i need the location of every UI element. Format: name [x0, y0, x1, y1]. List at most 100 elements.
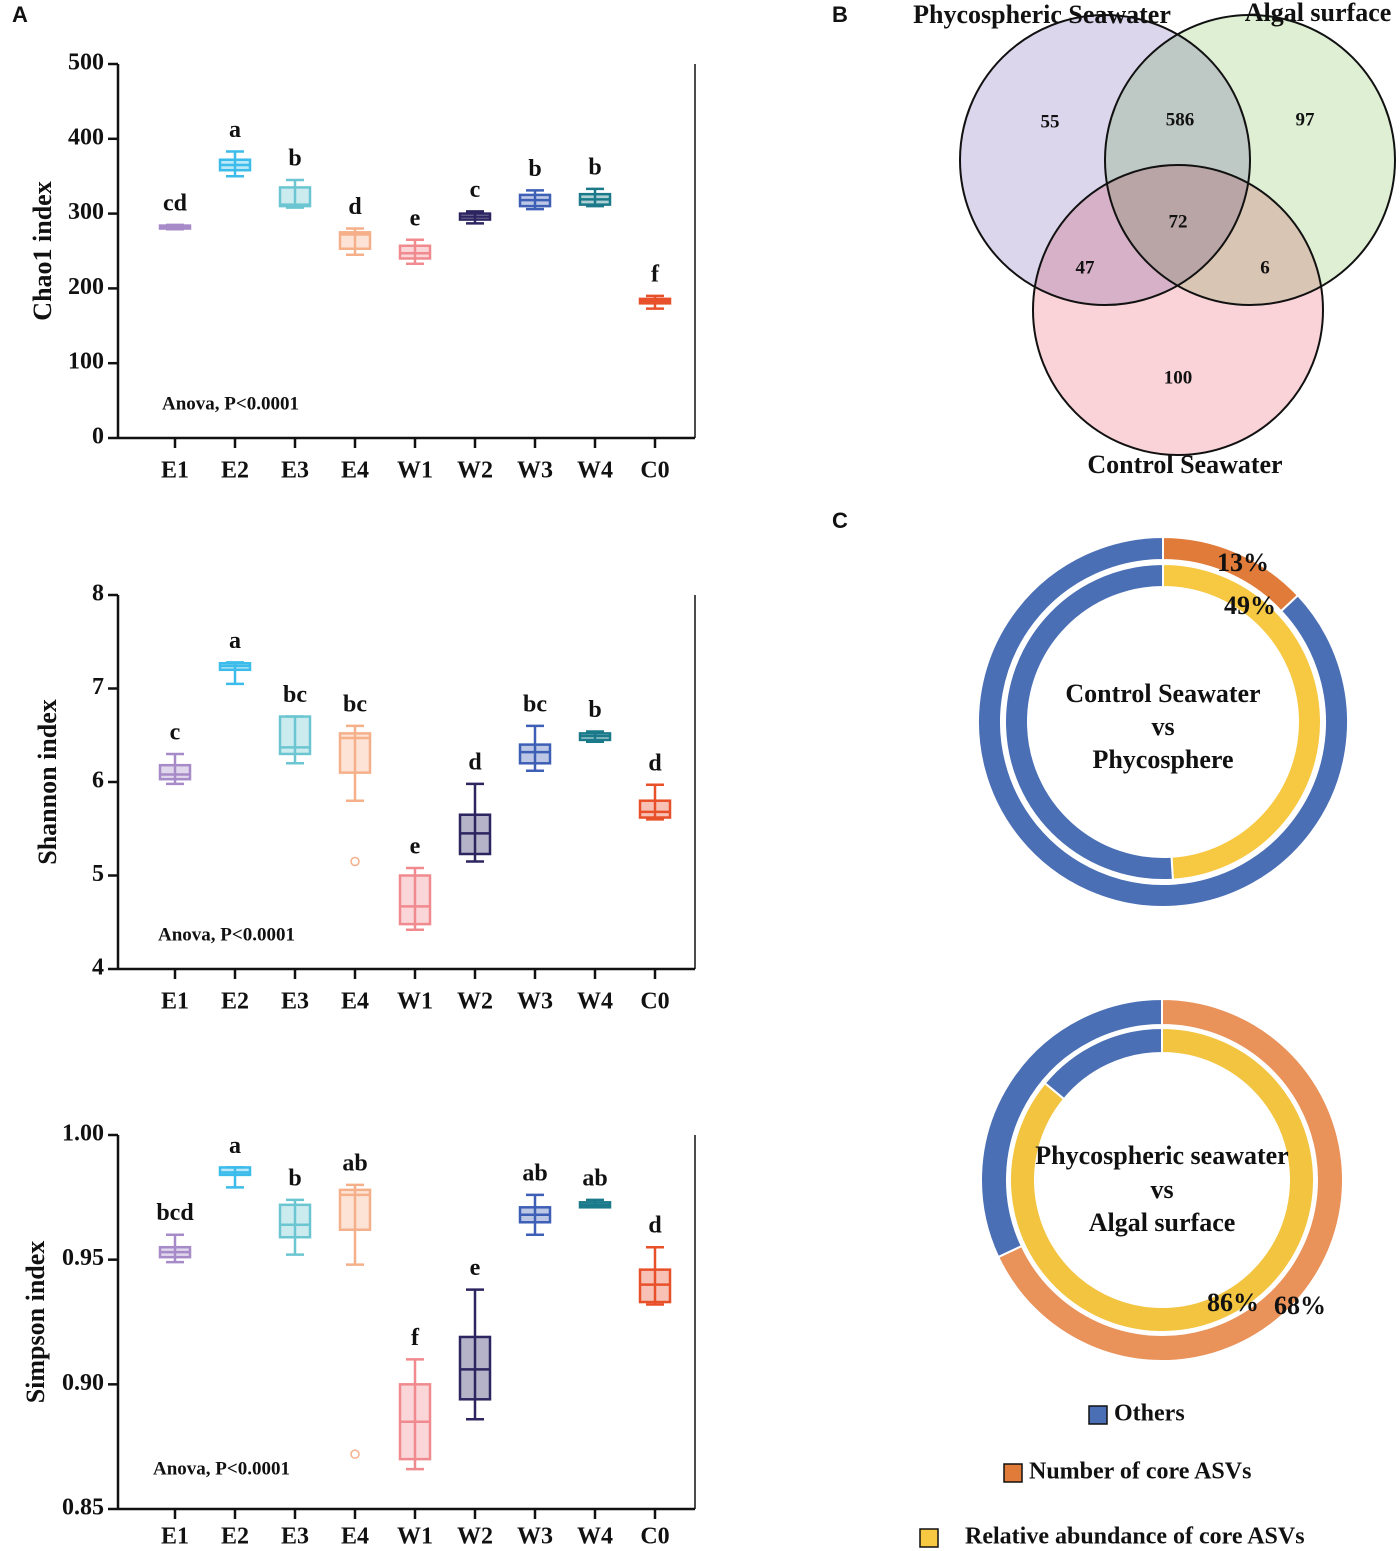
panel-label: B: [832, 2, 848, 27]
x-tick-label: W3: [517, 989, 553, 1015]
y-tick-label: 8: [92, 581, 104, 607]
y-axis-title: Shannon index: [33, 699, 62, 864]
y-tick-label: 1.00: [62, 1121, 104, 1147]
legend-label: Relative abundance of core ASVs: [965, 1524, 1305, 1550]
significance-letter: e: [470, 1255, 481, 1281]
x-tick-label: W2: [457, 458, 493, 484]
x-tick-label: W3: [517, 1524, 553, 1550]
significance-letter: ab: [582, 1165, 607, 1191]
significance-letter: b: [288, 145, 301, 171]
legend-swatch: [919, 1528, 939, 1548]
significance-letter: d: [348, 194, 362, 220]
venn-count: 47: [1076, 257, 1096, 278]
donut-center-text: Control Seawater: [1065, 679, 1260, 708]
venn-outline: [1032, 164, 1324, 456]
box: [278, 1203, 312, 1239]
donut-segment: [996, 997, 1344, 1362]
significance-letter: a: [229, 1133, 241, 1159]
y-tick-label: 0.95: [62, 1245, 104, 1271]
legend-swatch: [1088, 1405, 1108, 1425]
data-label: 68%: [1274, 1291, 1326, 1320]
outlier: [350, 1449, 360, 1459]
donut-segment: [977, 535, 1349, 908]
x-tick-label: W1: [397, 989, 433, 1015]
x-tick-label: W4: [577, 1524, 613, 1550]
legend-swatch: [1003, 1463, 1023, 1483]
x-tick-label: E1: [161, 989, 189, 1015]
y-axis-title: Chao1 index: [28, 181, 57, 320]
donut-center-text: vs: [1150, 1175, 1173, 1204]
box: [338, 231, 372, 251]
y-axis-title: Simpson index: [21, 1241, 50, 1404]
x-tick-label: E2: [221, 989, 249, 1015]
y-tick-label: 5: [92, 861, 104, 887]
y-tick-label: 300: [68, 199, 104, 225]
significance-letter: d: [468, 749, 482, 775]
significance-letter: c: [170, 719, 181, 745]
donut-segment: [1043, 1026, 1163, 1101]
x-tick-label: W3: [517, 458, 553, 484]
y-tick-label: 400: [68, 124, 104, 150]
x-tick-label: C0: [640, 458, 669, 484]
box: [158, 763, 192, 781]
legend-label: Number of core ASVs: [1029, 1459, 1251, 1485]
x-tick-label: E2: [221, 458, 249, 484]
venn-count: 72: [1169, 211, 1188, 232]
donut-center-text: Phycosphere: [1092, 745, 1233, 774]
venn-set-label: Phycospheric Seawater: [913, 0, 1171, 29]
y-tick-label: 6: [92, 768, 104, 794]
annotation: Anova, P<0.0001: [162, 393, 299, 414]
significance-letter: bcd: [156, 1200, 194, 1226]
significance-letter: e: [410, 834, 421, 860]
venn-count: 97: [1296, 109, 1316, 130]
donut-center-text: vs: [1151, 712, 1174, 741]
y-tick-label: 0: [92, 424, 104, 450]
venn-set: [1033, 165, 1323, 455]
significance-letter: b: [588, 154, 601, 180]
significance-letter: bc: [523, 691, 547, 717]
significance-letter: b: [528, 156, 541, 182]
donut-segment: [1003, 562, 1174, 881]
annotation: Anova, P<0.0001: [153, 1458, 290, 1479]
legend-label: Others: [1114, 1401, 1185, 1427]
box: [398, 874, 432, 926]
data-label: 49%: [1224, 591, 1276, 620]
venn-count: 55: [1041, 111, 1060, 132]
x-tick-label: W2: [457, 989, 493, 1015]
x-tick-label: E4: [341, 989, 369, 1015]
x-tick-label: W1: [397, 1524, 433, 1550]
box: [518, 743, 552, 765]
x-tick-label: E3: [281, 1524, 309, 1550]
donut-segment: [1009, 1026, 1315, 1333]
data-label: 13%: [1217, 548, 1269, 577]
venn-set-label: Control Seawater: [1087, 450, 1282, 479]
y-tick-label: 100: [68, 349, 104, 375]
significance-letter: ab: [522, 1160, 547, 1186]
x-tick-label: W4: [577, 458, 613, 484]
significance-letter: b: [288, 1165, 301, 1191]
significance-letter: bc: [343, 691, 367, 717]
venn-count: 586: [1166, 109, 1195, 130]
box: [638, 799, 672, 819]
venn-set-label: Algal surface: [1245, 0, 1392, 27]
y-tick-label: 4: [92, 955, 104, 981]
box: [338, 1188, 372, 1231]
significance-letter: f: [411, 1325, 420, 1351]
panel-label: C: [832, 508, 848, 533]
significance-letter: cd: [163, 190, 188, 216]
y-tick-label: 200: [68, 274, 104, 300]
significance-letter: d: [648, 1213, 662, 1239]
x-tick-label: W1: [397, 458, 433, 484]
venn-outline: [1104, 14, 1396, 306]
x-tick-label: E2: [221, 1524, 249, 1550]
venn-outline: [959, 14, 1251, 306]
significance-letter: f: [651, 261, 660, 287]
x-tick-label: E3: [281, 989, 309, 1015]
x-tick-label: W4: [577, 989, 613, 1015]
y-tick-label: 500: [68, 50, 104, 76]
x-tick-label: E3: [281, 458, 309, 484]
significance-letter: d: [648, 750, 662, 776]
x-tick-label: E4: [341, 458, 369, 484]
donut-segment: [980, 997, 1163, 1259]
y-tick-label: 0.85: [62, 1495, 104, 1521]
